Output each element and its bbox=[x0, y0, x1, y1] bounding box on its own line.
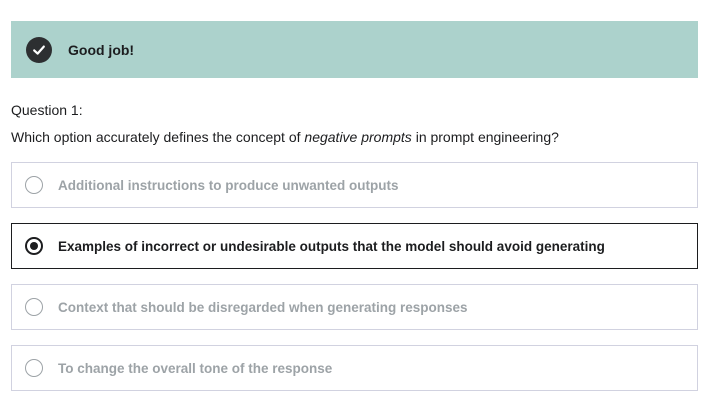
answer-option-label: Additional instructions to produce unwan… bbox=[58, 177, 399, 193]
feedback-title: Good job! bbox=[68, 41, 135, 58]
radio-button-icon[interactable] bbox=[25, 176, 43, 194]
answer-option-4[interactable]: To change the overall tone of the respon… bbox=[11, 345, 698, 391]
radio-button-selected-icon[interactable] bbox=[25, 237, 43, 255]
question-text-emphasis: negative prompts bbox=[304, 129, 412, 145]
feedback-banner: Good job! bbox=[11, 21, 698, 78]
radio-button-icon[interactable] bbox=[25, 359, 43, 377]
radio-button-icon[interactable] bbox=[25, 298, 43, 316]
question-text-after: in prompt engineering? bbox=[411, 129, 559, 145]
answer-option-2[interactable]: Examples of incorrect or undesirable out… bbox=[11, 223, 698, 269]
question-prompt: Which option accurately defines the conc… bbox=[11, 129, 559, 145]
answer-option-label: Examples of incorrect or undesirable out… bbox=[58, 238, 605, 254]
answer-option-1[interactable]: Additional instructions to produce unwan… bbox=[11, 162, 698, 208]
radio-dot bbox=[30, 242, 38, 250]
check-circle-icon bbox=[26, 36, 52, 63]
answer-option-3[interactable]: Context that should be disregarded when … bbox=[11, 284, 698, 330]
answer-option-label: Context that should be disregarded when … bbox=[58, 299, 468, 315]
question-text-before: Which option accurately defines the conc… bbox=[11, 129, 305, 145]
answer-option-label: To change the overall tone of the respon… bbox=[58, 360, 333, 376]
question-number: Question 1: bbox=[11, 102, 83, 118]
